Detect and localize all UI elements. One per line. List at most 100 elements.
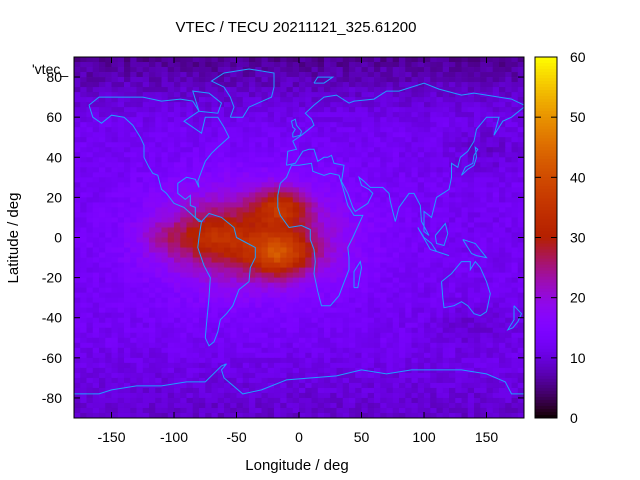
heatmap-cell [192, 342, 200, 349]
heatmap-cell [261, 122, 269, 128]
heatmap-cell [292, 212, 300, 218]
heatmap-cell [505, 182, 512, 188]
heatmap-cell [236, 132, 244, 138]
heatmap-cell [336, 67, 344, 73]
heatmap-cell [92, 377, 100, 384]
heatmap-cell [130, 342, 137, 349]
heatmap-cell [292, 252, 300, 258]
heatmap-cell [130, 207, 137, 213]
heatmap-cell [355, 347, 362, 354]
heatmap-cell [455, 322, 462, 329]
heatmap-cell [374, 267, 381, 273]
heatmap-cell [405, 212, 412, 218]
heatmap-cell [374, 397, 381, 404]
heatmap-cell [74, 282, 81, 289]
heatmap-cell [417, 277, 425, 284]
heatmap-cell [111, 352, 119, 359]
heatmap-cell [386, 142, 394, 148]
heatmap-cell [136, 122, 144, 128]
heatmap-cell [430, 112, 437, 118]
heatmap-cell [299, 227, 306, 233]
heatmap-cell [449, 342, 456, 349]
heatmap-cell [392, 202, 400, 208]
heatmap-cell [324, 87, 331, 93]
heatmap-cell [492, 157, 500, 163]
heatmap-cell [511, 347, 519, 354]
heatmap-cell [405, 77, 412, 83]
heatmap-cell [211, 332, 219, 339]
heatmap-cell [317, 337, 325, 344]
heatmap-cell [342, 117, 350, 123]
heatmap-cell [286, 287, 294, 294]
heatmap-cell [405, 272, 412, 279]
heatmap-cell [105, 222, 112, 228]
heatmap-cell [86, 212, 94, 218]
heatmap-cell [517, 392, 525, 399]
heatmap-cell [417, 247, 425, 253]
heatmap-cell [511, 362, 519, 369]
heatmap-cell [111, 347, 119, 354]
heatmap-cell [367, 387, 375, 394]
heatmap-cell [442, 87, 450, 93]
heatmap-cell [499, 127, 506, 133]
heatmap-cell [505, 392, 512, 399]
heatmap-cell [236, 107, 244, 113]
heatmap-cell [411, 287, 419, 294]
heatmap-cell [267, 182, 275, 188]
heatmap-cell [292, 172, 300, 178]
heatmap-cell [492, 102, 500, 108]
heatmap-cell [486, 342, 494, 349]
heatmap-cell [236, 277, 244, 284]
heatmap-cell [211, 352, 219, 359]
heatmap-cell [374, 292, 381, 299]
heatmap-cell [211, 382, 219, 389]
heatmap-cell [205, 212, 212, 218]
heatmap-cell [424, 347, 431, 354]
heatmap-cell [230, 287, 237, 294]
heatmap-cell [361, 357, 369, 364]
heatmap-cell [505, 267, 512, 273]
heatmap-cell [224, 402, 231, 409]
heatmap-cell [180, 207, 187, 213]
heatmap-cell [211, 192, 219, 198]
heatmap-cell [467, 212, 475, 218]
heatmap-cell [186, 127, 194, 133]
heatmap-cell [199, 102, 206, 108]
heatmap-cell [417, 352, 425, 359]
heatmap-cell [274, 272, 281, 279]
heatmap-cell [130, 77, 137, 83]
heatmap-cell [374, 187, 381, 193]
heatmap-cell [255, 297, 262, 304]
heatmap-cell [311, 382, 319, 389]
heatmap-cell [86, 377, 94, 384]
heatmap-cell [430, 332, 437, 339]
heatmap-cell [424, 102, 431, 108]
heatmap-cell [192, 237, 200, 243]
heatmap-cell [280, 307, 287, 314]
heatmap-cell [367, 117, 375, 123]
heatmap-cell [386, 182, 394, 188]
heatmap-cell [330, 67, 337, 73]
heatmap-cell [455, 172, 462, 178]
heatmap-cell [92, 87, 100, 93]
heatmap-cell [199, 92, 206, 98]
heatmap-cell [86, 252, 94, 258]
heatmap-cell [349, 322, 356, 329]
heatmap-cell [267, 92, 275, 98]
heatmap-cell [455, 217, 462, 223]
heatmap-cell [317, 102, 325, 108]
heatmap-cell [155, 357, 162, 364]
heatmap-cell [80, 372, 87, 379]
heatmap-cell [236, 297, 244, 304]
heatmap-cell [117, 397, 125, 404]
heatmap-cell [511, 72, 519, 78]
heatmap-cell [224, 167, 231, 173]
heatmap-cell [242, 392, 250, 399]
heatmap-cell [349, 387, 356, 394]
heatmap-cell [130, 212, 137, 218]
heatmap-cell [86, 287, 94, 294]
heatmap-cell [417, 242, 425, 248]
heatmap-cell [417, 87, 425, 93]
heatmap-cell [436, 197, 444, 203]
heatmap-cell [267, 167, 275, 173]
